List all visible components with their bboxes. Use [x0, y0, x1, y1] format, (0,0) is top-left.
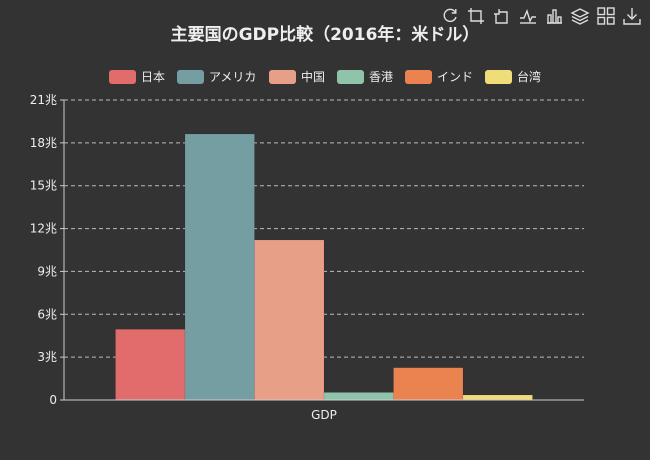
bar[interactable] — [254, 239, 325, 401]
legend-label: 香港 — [369, 70, 393, 84]
legend-item[interactable]: 香港 — [337, 70, 393, 84]
legend-item[interactable]: 中国 — [268, 69, 325, 84]
legend-swatch — [176, 70, 204, 84]
bar[interactable] — [323, 392, 394, 401]
legend-item[interactable]: 台湾 — [485, 69, 541, 84]
legend-label: 日本 — [141, 70, 165, 84]
legend: 日本 アメリカ 中国 香港 インド 台湾 — [108, 69, 541, 84]
legend-label: 中国 — [301, 69, 325, 84]
line-chart-icon[interactable] — [518, 6, 538, 26]
y-tick-label: 21兆 — [30, 93, 57, 107]
tiled-icon[interactable] — [596, 6, 616, 26]
x-tick-label: GDP — [311, 408, 337, 422]
x-axis: GDP — [64, 399, 584, 422]
zoom-back-icon[interactable] — [492, 6, 512, 26]
legend-item[interactable]: インド — [405, 70, 473, 84]
bar[interactable] — [184, 133, 255, 401]
bar[interactable] — [115, 329, 186, 401]
y-tick-label: 12兆 — [30, 222, 57, 236]
chart-title: 主要国のGDP比較（2016年：米ドル） — [171, 24, 480, 45]
legend-label: インド — [437, 70, 473, 84]
y-tick-label: 9兆 — [37, 264, 57, 278]
y-tick-label: 18兆 — [30, 136, 57, 150]
legend-item[interactable]: アメリカ — [176, 70, 256, 84]
bar-chart-icon[interactable] — [544, 6, 564, 26]
legend-item[interactable]: 日本 — [108, 70, 165, 84]
download-icon[interactable] — [622, 6, 642, 26]
zoom-icon[interactable] — [466, 6, 486, 26]
bars — [115, 133, 533, 401]
stack-icon[interactable] — [570, 6, 590, 26]
bar[interactable] — [393, 367, 464, 401]
legend-label: 台湾 — [517, 69, 541, 84]
y-tick-label: 15兆 — [30, 179, 57, 193]
restore-icon[interactable] — [440, 6, 460, 26]
toolbox — [440, 6, 642, 26]
legend-swatch — [108, 70, 136, 84]
bar[interactable] — [462, 394, 533, 401]
y-tick-label: 6兆 — [37, 307, 57, 321]
legend-swatch — [405, 70, 433, 84]
y-axis: 0 3兆 6兆 9兆 12兆 15兆 18兆 21兆 — [30, 93, 65, 407]
legend-label: アメリカ — [209, 70, 256, 84]
y-tick-label: 0 — [49, 393, 57, 407]
legend-swatch — [485, 70, 513, 84]
y-tick-label: 3兆 — [37, 350, 57, 364]
legend-swatch — [268, 70, 296, 84]
legend-swatch — [337, 70, 365, 84]
